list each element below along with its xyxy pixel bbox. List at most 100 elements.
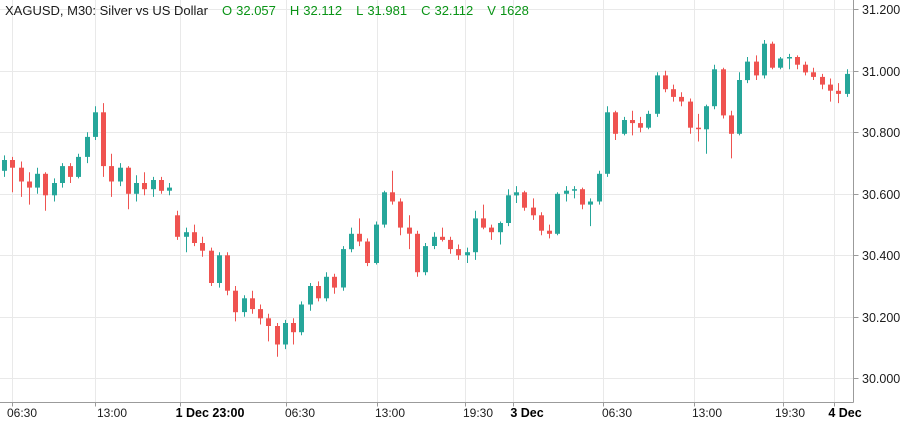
candle-down xyxy=(836,83,841,104)
candle-up xyxy=(324,272,329,302)
volume-readout: V 1628 xyxy=(487,3,529,18)
candle-down xyxy=(275,323,280,357)
price-tick-label: 30.600 xyxy=(862,188,900,202)
candle-up xyxy=(745,57,750,84)
candle-down xyxy=(27,172,32,205)
candle-down xyxy=(539,212,544,236)
candle-up xyxy=(572,186,577,199)
candle-down xyxy=(721,67,726,119)
candle-up xyxy=(283,319,288,350)
candle-down xyxy=(663,70,668,93)
candle-down xyxy=(696,113,701,142)
candle-down xyxy=(407,215,412,250)
candle-down xyxy=(233,286,238,322)
candle-down xyxy=(531,198,536,220)
candle-down xyxy=(795,55,800,70)
candle-up xyxy=(118,163,123,187)
candle-down xyxy=(811,67,816,80)
candle-down xyxy=(291,318,296,345)
candle-down xyxy=(580,187,585,210)
candle-up xyxy=(341,246,346,291)
candle-up xyxy=(167,183,172,196)
candle-down xyxy=(729,110,734,159)
candle-down xyxy=(440,227,445,242)
candle-down xyxy=(225,252,230,296)
candle-down xyxy=(456,244,461,260)
chart-header: XAGUSD, M30: Silver vs US Dollar O 32.057 H… xyxy=(5,3,529,19)
candle-up xyxy=(564,186,569,202)
candle-down xyxy=(209,247,214,286)
price-tick-label: 30.800 xyxy=(862,126,900,140)
time-tick-label: 06:30 xyxy=(285,406,315,420)
candle-down xyxy=(365,238,370,267)
date-tick-label: 4 Dec xyxy=(828,406,861,420)
candle-down xyxy=(448,236,453,254)
candle-up xyxy=(217,252,222,288)
candle-down xyxy=(68,163,73,183)
candle-down xyxy=(803,61,808,76)
price-tick-label: 31.200 xyxy=(862,3,900,17)
candle-up xyxy=(622,116,627,136)
time-tick-label: 06:30 xyxy=(7,406,37,420)
candle-down xyxy=(613,110,618,140)
candle-up xyxy=(737,72,742,136)
candle-up xyxy=(712,64,717,110)
candle-down xyxy=(200,236,205,257)
time-tick-label: 19:30 xyxy=(775,406,805,420)
candle-up xyxy=(432,232,437,250)
candle-down xyxy=(390,170,395,205)
ohlcv-readout: O 32.057 H 32.112 L 31.981 C 32.112 V 1628 xyxy=(208,3,529,18)
candle-up xyxy=(597,170,602,205)
date-tick-label: 1 Dec 23:00 xyxy=(176,406,245,420)
candle-up xyxy=(349,227,354,253)
axis-frame xyxy=(0,0,854,403)
candle-up xyxy=(85,132,90,164)
candle-up xyxy=(605,106,610,177)
candle-up xyxy=(655,72,660,117)
candle-down xyxy=(770,41,775,70)
candle-up xyxy=(588,198,593,227)
candle-down xyxy=(258,304,263,325)
candle-down xyxy=(142,172,147,196)
candle-down xyxy=(671,84,676,102)
candle-up xyxy=(382,190,387,228)
candle-up xyxy=(465,247,470,263)
candle-up xyxy=(787,53,792,70)
candle-down xyxy=(547,224,552,239)
candle-down xyxy=(101,103,106,177)
candle-up xyxy=(2,155,7,177)
symbol-title: XAGUSD, M30: Silver vs US Dollar xyxy=(5,3,208,18)
candle-down xyxy=(489,224,494,240)
candle-down xyxy=(10,156,15,193)
candle-down xyxy=(357,218,362,247)
candle-up xyxy=(704,104,709,154)
candle-down xyxy=(109,153,114,197)
date-tick-label: 3 Dec xyxy=(510,406,543,420)
candle-down xyxy=(159,176,164,194)
price-tick-label: 31.000 xyxy=(862,65,900,79)
time-tick-label: 06:30 xyxy=(602,406,632,420)
candle-up xyxy=(76,153,81,179)
candle-down xyxy=(332,273,337,294)
time-tick-label: 13:00 xyxy=(375,406,405,420)
high-readout: H 32.112 xyxy=(289,3,343,18)
candle-down xyxy=(250,290,255,314)
close-readout: C 32.112 xyxy=(421,3,474,18)
candle-down xyxy=(522,190,527,211)
candle-down xyxy=(19,161,24,197)
candle-down xyxy=(316,281,321,302)
candle-up xyxy=(473,210,478,260)
price-axis[interactable]: 31.200 31.000 30.800 30.600 30.400 30.200 30.0… xyxy=(853,3,901,386)
candle-up xyxy=(374,221,379,265)
candle-up xyxy=(93,106,98,140)
candle-up xyxy=(151,176,156,197)
candle-up xyxy=(308,283,313,311)
time-tick-label: 13:00 xyxy=(692,406,722,420)
candle-up xyxy=(35,167,40,194)
candle-down xyxy=(43,172,48,211)
candle-up xyxy=(423,243,428,276)
price-tick-label: 30.200 xyxy=(862,311,900,325)
time-axis[interactable]: 06:30 13:00 1 Dec 23:00 06:30 13:00 19:30 3 De… xyxy=(7,402,862,421)
candle-down xyxy=(415,230,420,277)
